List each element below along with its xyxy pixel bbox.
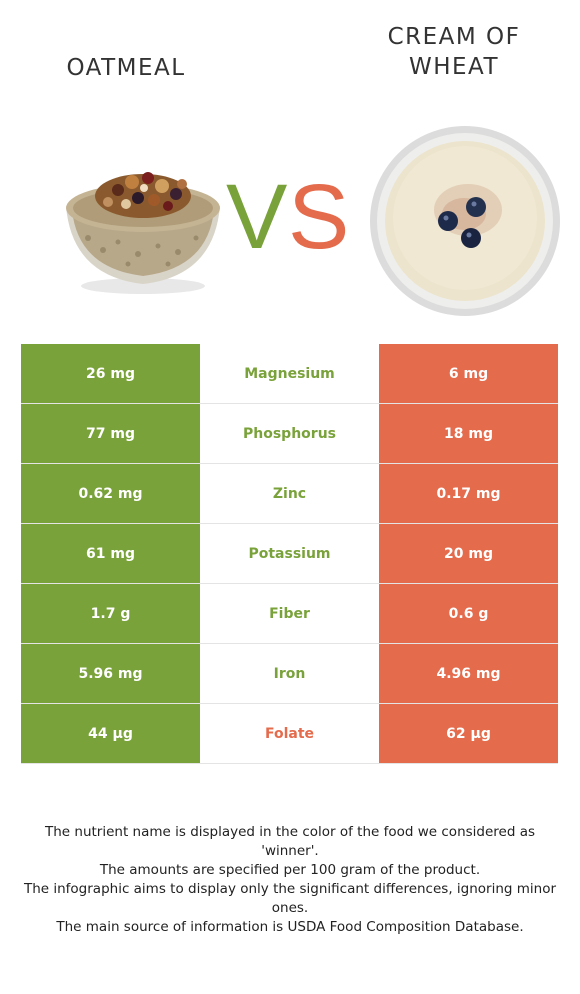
footnote: The nutrient name is displayed in the co…: [20, 823, 560, 937]
table-row: 61 mg Potassium 20 mg: [21, 523, 558, 584]
vs-label: V S: [226, 172, 349, 252]
nutrient-name: Zinc: [200, 463, 379, 524]
cream-of-wheat-value: 0.6 g: [379, 583, 558, 644]
footnote-line: The amounts are specified per 100 gram o…: [99, 862, 481, 878]
oatmeal-image: [66, 172, 220, 294]
table-row: 0.62 mg Zinc 0.17 mg: [21, 463, 558, 524]
nutrient-name: Iron: [200, 643, 379, 704]
nutrient-name: Magnesium: [200, 344, 379, 404]
cream-of-wheat-value: 62 µg: [379, 703, 558, 764]
footnote-line: The nutrient name is displayed in the co…: [44, 824, 536, 859]
nutrient-comparison-table: 26 mg Magnesium 6 mg 77 mg Phosphorus 18 mg 0.…: [21, 344, 558, 764]
right-food-title: CREAM OF WHEAT: [387, 24, 521, 80]
oatmeal-value: 44 µg: [21, 703, 200, 764]
oatmeal-value: 1.7 g: [21, 583, 200, 644]
table-row: 5.96 mg Iron 4.96 mg: [21, 643, 558, 704]
nutrient-name: Folate: [200, 703, 379, 764]
oatmeal-value: 5.96 mg: [21, 643, 200, 704]
cream-of-wheat-image: [370, 126, 560, 316]
vs-v: V: [226, 172, 287, 252]
cream-of-wheat-value: 20 mg: [379, 523, 558, 584]
oatmeal-value: 77 mg: [21, 403, 200, 464]
cream-of-wheat-value: 6 mg: [379, 344, 558, 404]
nutrient-name: Fiber: [200, 583, 379, 644]
cream-of-wheat-value: 0.17 mg: [379, 463, 558, 524]
table-row: 26 mg Magnesium 6 mg: [21, 344, 558, 404]
oatmeal-value: 26 mg: [21, 344, 200, 404]
vs-s: S: [288, 172, 349, 252]
oatmeal-value: 61 mg: [21, 523, 200, 584]
footnote-line: The infographic aims to display only the…: [23, 881, 557, 916]
oatmeal-value: 0.62 mg: [21, 463, 200, 524]
table-row: 77 mg Phosphorus 18 mg: [21, 403, 558, 464]
nutrient-name: Phosphorus: [200, 403, 379, 464]
table-row: 1.7 g Fiber 0.6 g: [21, 583, 558, 644]
table-row: 44 µg Folate 62 µg: [21, 703, 558, 764]
left-food-title: OATMEAL: [66, 55, 186, 81]
footnote-line: The main source of information is USDA F…: [56, 919, 524, 935]
cream-of-wheat-value: 4.96 mg: [379, 643, 558, 704]
nutrient-name: Potassium: [200, 523, 379, 584]
cream-of-wheat-value: 18 mg: [379, 403, 558, 464]
